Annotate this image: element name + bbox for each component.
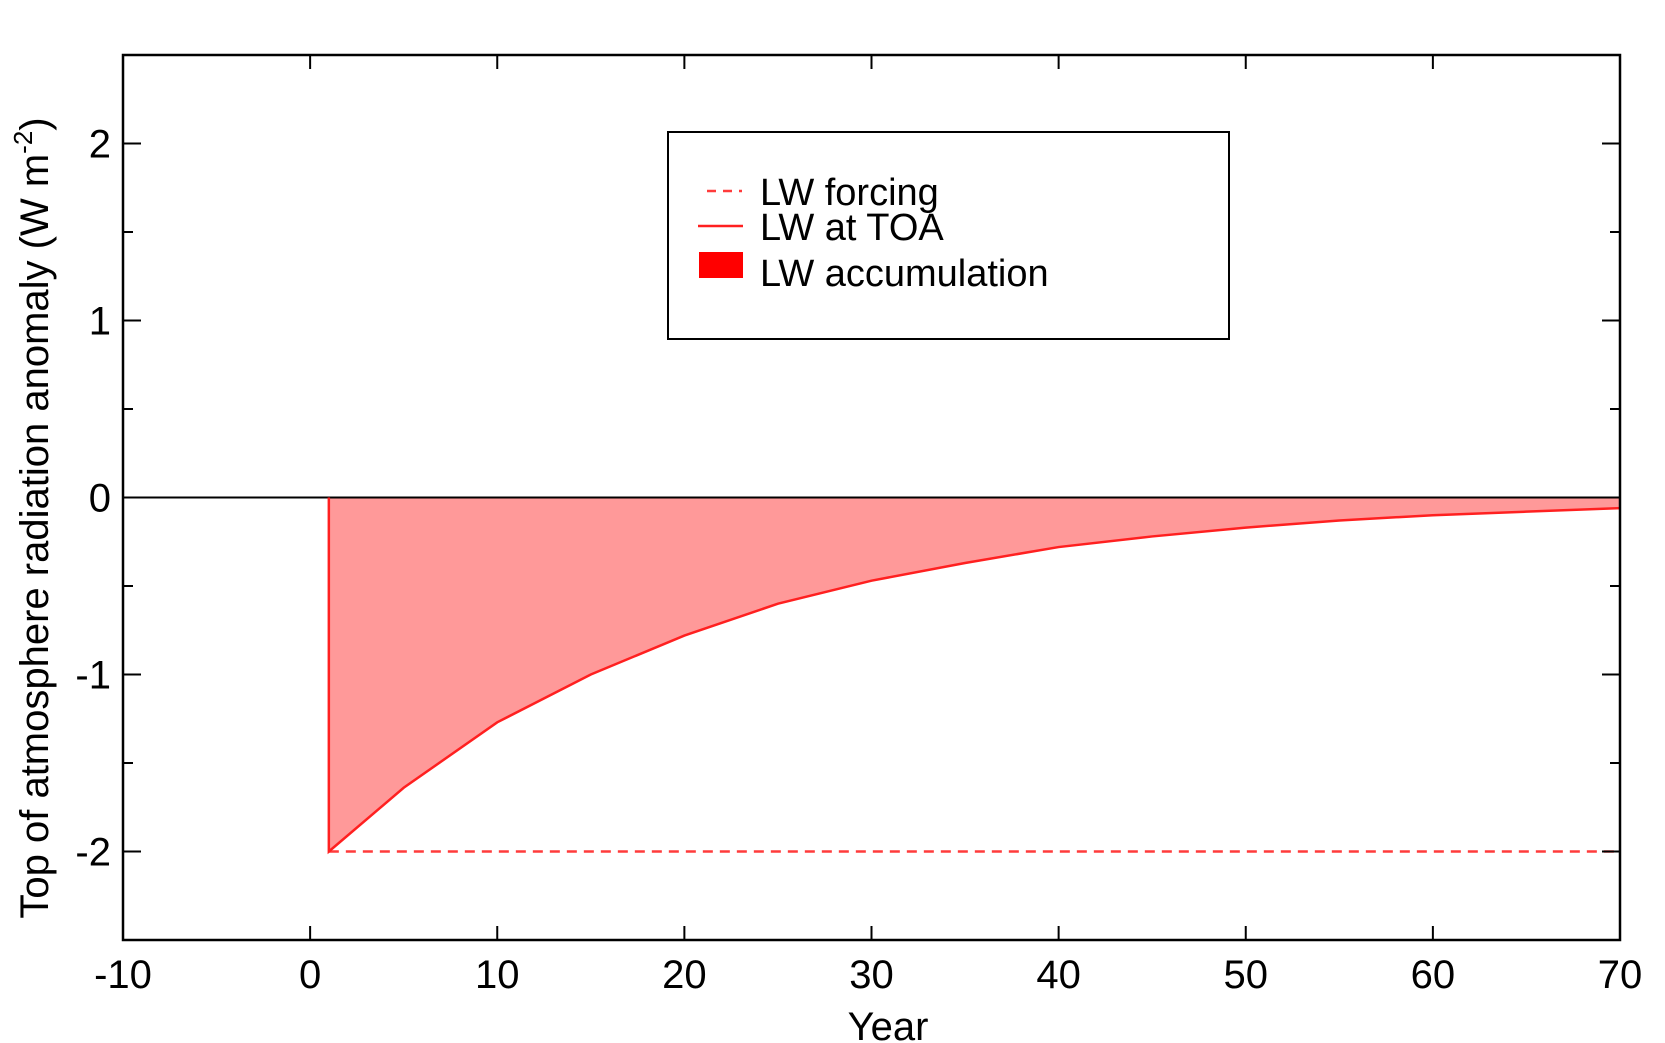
legend-label-lw-accumulation: LW accumulation (760, 253, 1049, 295)
x-tick-label: 30 (849, 953, 894, 997)
y-axis-title-superscript: -2 (8, 131, 38, 154)
x-tick-label: 50 (1224, 953, 1269, 997)
legend: LW forcing LW at TOA LW accumulation (667, 131, 1230, 340)
x-tick-label: -10 (94, 953, 152, 997)
series-lw-accumulation-area (328, 497, 1620, 852)
series-lw-at-toa-line (327, 497, 1621, 855)
x-tick-label: 10 (475, 953, 520, 997)
x-tick-label: 70 (1598, 953, 1643, 997)
y-tick-label: 1 (89, 300, 111, 344)
legend-label-lw-forcing: LW forcing (760, 172, 939, 214)
x-tick-label: 20 (662, 953, 707, 997)
legend-label-lw-at-toa: LW at TOA (760, 207, 944, 249)
y-tick-label: -1 (75, 654, 111, 698)
y-tick-label: 0 (89, 477, 111, 521)
x-tick-label: 40 (1036, 953, 1081, 997)
y-tick-label: 2 (89, 123, 111, 167)
y-axis-title: Top of atmosphere radiation anomaly (W m… (8, 117, 57, 918)
legend-swatch-lw-accumulation (699, 252, 743, 278)
y-tick-label: -2 (75, 831, 111, 875)
legend-box (667, 131, 1230, 340)
x-tick-label: 0 (299, 953, 321, 997)
x-tick-label: 60 (1411, 953, 1456, 997)
x-axis-title: Year (848, 1005, 929, 1043)
plot-area (123, 496, 1621, 855)
